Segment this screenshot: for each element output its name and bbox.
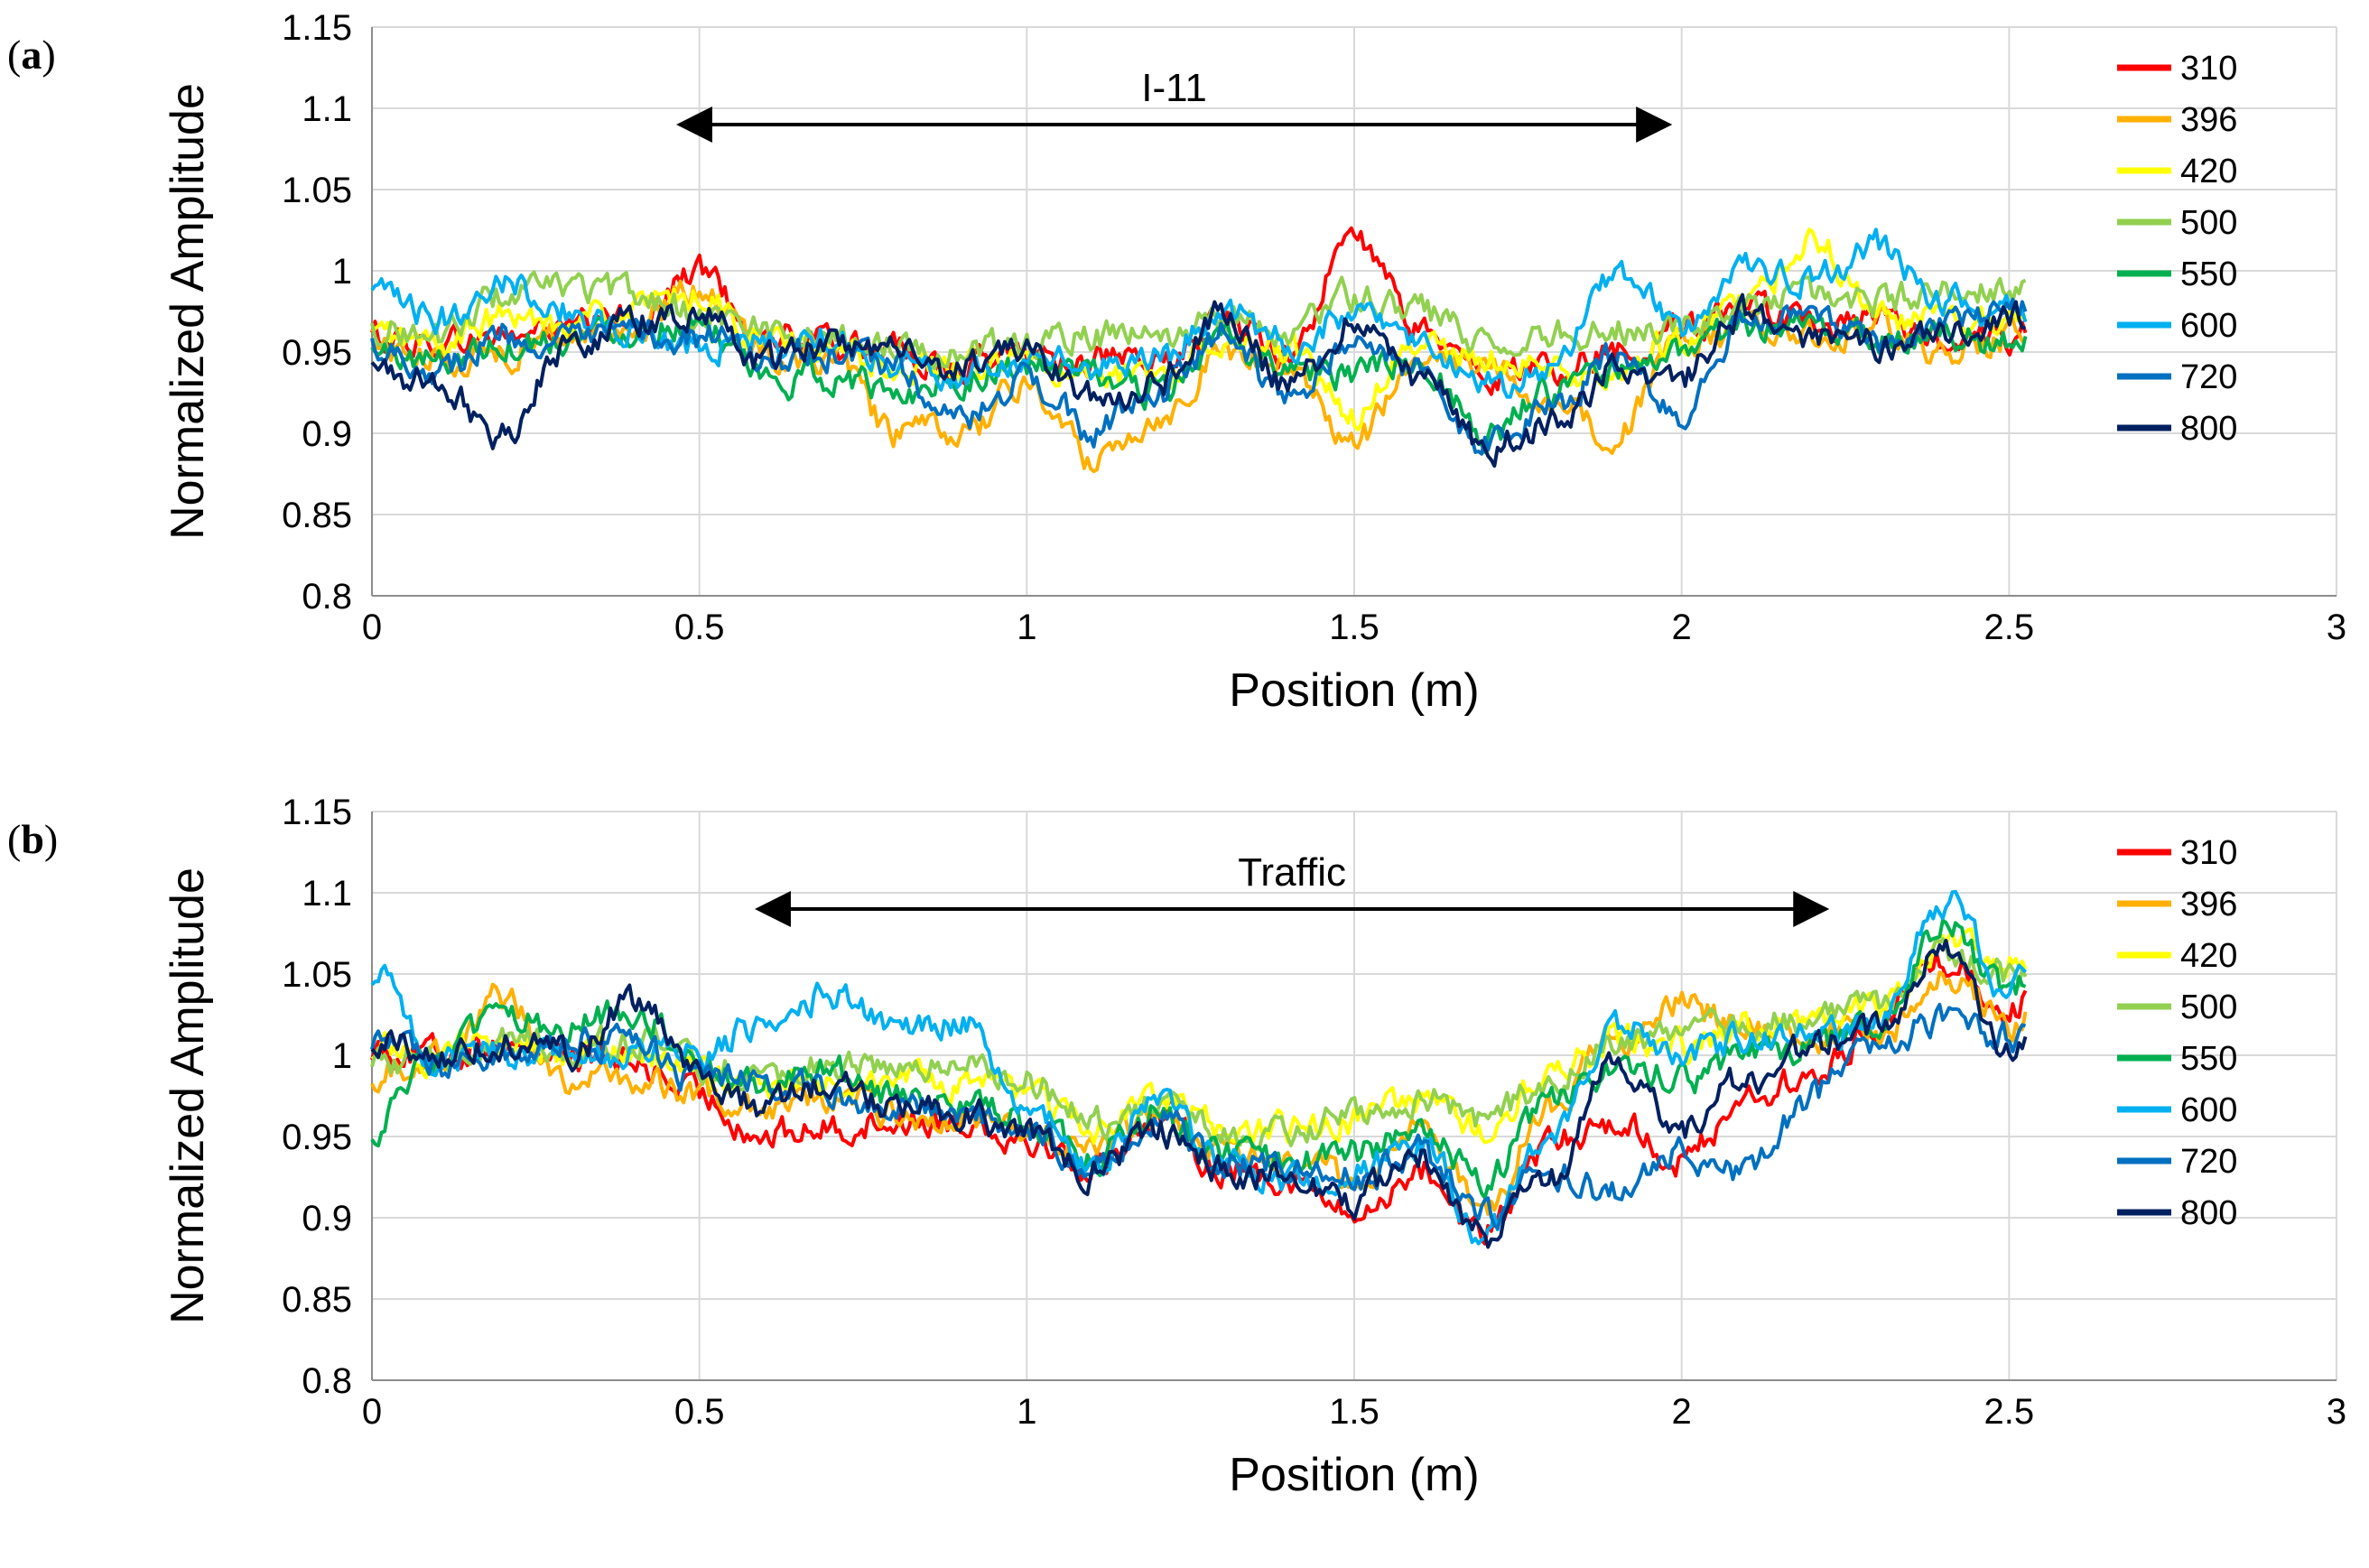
legend-label: 600	[2180, 307, 2237, 345]
y-tick-label: 1.05	[282, 955, 352, 995]
y-tick-label: 0.8	[302, 1361, 352, 1401]
x-tick-label: 1.5	[1329, 1392, 1380, 1432]
x-tick-label: 1	[1017, 608, 1036, 647]
panel-label: (a)	[7, 32, 56, 78]
legend-label: 550	[2180, 1040, 2237, 1078]
legend-label: 550	[2180, 255, 2237, 293]
y-tick-label: 0.95	[282, 1118, 352, 1157]
x-tick-label: 2	[1672, 1392, 1692, 1432]
legend-label: 396	[2180, 101, 2237, 139]
panel-label: (b)	[7, 816, 59, 862]
y-axis-label: Normalized Amplitude	[162, 83, 214, 540]
legend-label: 500	[2180, 988, 2237, 1026]
y-tick-label: 0.8	[302, 577, 352, 617]
y-tick-label: 1	[332, 1036, 352, 1076]
y-tick-label: 0.9	[302, 414, 352, 454]
x-axis-label: Position (m)	[1229, 1449, 1479, 1501]
legend-label: 720	[2180, 1143, 2237, 1181]
y-tick-label: 1.1	[302, 874, 352, 914]
x-tick-label: 3	[2327, 1392, 2346, 1432]
series-line-800	[370, 938, 2028, 1249]
legend-label: 396	[2180, 886, 2237, 923]
y-tick-label: 1.05	[282, 171, 352, 210]
y-axis-label: Normalized Amplitude	[162, 868, 214, 1324]
legend-label: 800	[2180, 1194, 2237, 1232]
series-line-800	[370, 292, 2026, 469]
legend-label: 310	[2180, 834, 2237, 872]
series-line-310	[370, 951, 2028, 1246]
x-tick-label: 1	[1017, 1392, 1036, 1432]
x-tick-label: 0.5	[674, 608, 725, 647]
y-tick-label: 0.85	[282, 496, 352, 535]
legend-label: 420	[2180, 153, 2237, 190]
legend-label: 720	[2180, 358, 2237, 396]
annotation-label: I-11	[1141, 66, 1207, 110]
x-tick-label: 2	[1672, 608, 1692, 647]
chart-panel-b: (b) 0 0.5 1 1.5 2 2.5 3 0.8 0.85 0.9 0.95 1 1.05 1.1 1…	[0, 784, 2369, 1568]
series-line-720	[370, 1002, 2026, 1230]
y-tick-label: 1	[332, 252, 352, 292]
chart-panel-a: (a) 0 0.5 1 1.5 2 2.5 3 0.8 0.85 0.9 0.95 1 1.05 1.1 1…	[7, 8, 2346, 717]
y-tick-label: 0.95	[282, 333, 352, 373]
legend-label: 600	[2180, 1091, 2237, 1129]
y-tick-label: 1.1	[302, 89, 352, 129]
x-tick-label: 2.5	[1984, 1392, 2035, 1432]
x-tick-label: 2.5	[1984, 608, 2035, 647]
x-tick-label: 3	[2327, 608, 2346, 647]
series-line-600	[370, 889, 2027, 1246]
x-tick-label: 0.5	[674, 1392, 725, 1432]
line-chart-a: 0 0.5 1 1.5 2 2.5 3 0.8 0.85 0.9 0.95 1 1.05 1.1 1.15 P…	[162, 8, 2346, 717]
x-axis-label: Position (m)	[1229, 664, 1479, 717]
y-tick-label: 0.9	[302, 1199, 352, 1239]
series-line-500	[370, 270, 2027, 370]
legend-label: 500	[2180, 204, 2237, 242]
series-line-720	[370, 297, 2028, 456]
series-line-396	[370, 970, 2028, 1216]
x-tick-label: 1.5	[1329, 608, 1380, 647]
x-tick-label: 0	[362, 608, 382, 647]
legend-label: 420	[2180, 937, 2237, 975]
y-tick-label: 1.15	[282, 8, 352, 48]
annotation-label: Traffic	[1238, 850, 1346, 895]
y-tick-label: 0.85	[282, 1280, 352, 1320]
line-chart-b: 0 0.5 1 1.5 2 2.5 3 0.8 0.85 0.9 0.95 1 1.05 1.1 1.15 P…	[162, 793, 2346, 1501]
legend-label: 800	[2180, 410, 2237, 448]
y-tick-label: 1.15	[282, 793, 352, 832]
x-tick-label: 0	[362, 1392, 382, 1432]
legend-label: 310	[2180, 50, 2237, 88]
